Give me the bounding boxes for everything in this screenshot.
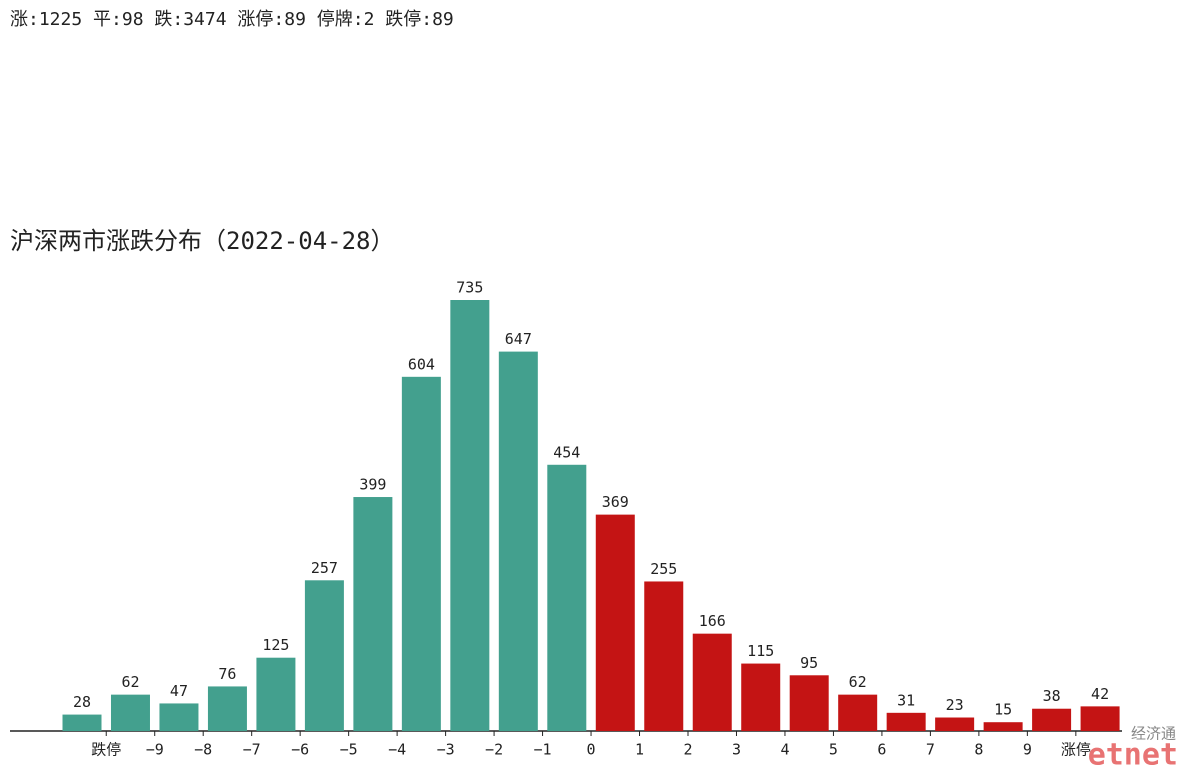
x-tick-label: −2 — [485, 741, 503, 759]
bar — [498, 351, 538, 731]
bar — [110, 694, 150, 731]
bar — [207, 686, 247, 731]
x-tick-label: 1 — [635, 741, 644, 759]
bar — [595, 514, 635, 731]
bar — [886, 712, 926, 731]
bar — [935, 717, 975, 731]
bar — [644, 581, 684, 731]
x-tick-label: −7 — [243, 741, 261, 759]
value-label: 115 — [747, 642, 774, 660]
x-tick-label: −4 — [388, 741, 406, 759]
bar — [983, 722, 1023, 731]
x-tick-label: −6 — [291, 741, 309, 759]
value-label: 369 — [602, 493, 629, 511]
bar — [547, 464, 587, 731]
x-tick-label: 涨停 — [1061, 741, 1091, 759]
value-label: 454 — [553, 443, 580, 461]
value-label: 95 — [800, 654, 818, 672]
value-label: 62 — [849, 673, 867, 691]
bar — [1032, 708, 1072, 731]
value-label: 38 — [1043, 687, 1061, 705]
x-tick-label: −8 — [194, 741, 212, 759]
summary: 涨:1225 平:98 跌:3474 涨停:89 停牌:2 跌停:89 — [10, 9, 454, 30]
x-tick-label: 跌停 — [91, 741, 121, 759]
value-label: 15 — [994, 701, 1012, 719]
x-tick-label: 9 — [1023, 741, 1032, 759]
value-label: 31 — [897, 691, 915, 709]
value-label: 76 — [218, 665, 236, 683]
x-tick-label: 5 — [829, 741, 838, 759]
x-tick-label: −9 — [146, 741, 164, 759]
bar — [789, 675, 829, 731]
watermark-bottom: etnet — [1088, 738, 1178, 770]
x-tick-label: −3 — [437, 741, 455, 759]
value-label: 255 — [650, 560, 677, 578]
x-tick-label: 8 — [974, 741, 983, 759]
value-label: 125 — [262, 636, 289, 654]
value-label: 735 — [456, 279, 483, 297]
value-label: 23 — [946, 696, 964, 714]
value-label: 166 — [699, 612, 726, 630]
value-label: 257 — [311, 559, 338, 577]
bar — [692, 633, 732, 731]
x-tick-label: 6 — [877, 741, 886, 759]
x-tick-label: 2 — [683, 741, 692, 759]
chart-title: 沪深两市涨跌分布（2022-04-28） — [10, 227, 395, 255]
bar — [62, 714, 102, 731]
bar — [450, 300, 490, 731]
bar — [741, 663, 781, 731]
x-tick-label: 3 — [732, 741, 741, 759]
value-label: 28 — [73, 693, 91, 711]
bar — [401, 376, 441, 731]
value-label: 47 — [170, 682, 188, 700]
bar — [304, 580, 344, 731]
value-label: 647 — [505, 330, 532, 348]
x-tick-label: 4 — [780, 741, 789, 759]
bar — [838, 694, 878, 731]
x-tick-label: −5 — [340, 741, 358, 759]
bar — [256, 657, 296, 731]
value-label: 604 — [408, 355, 435, 373]
value-label: 399 — [359, 476, 386, 494]
x-tick-label: −1 — [534, 741, 552, 759]
bar — [353, 497, 393, 731]
x-tick-label: 7 — [926, 741, 935, 759]
bar — [159, 703, 199, 731]
value-label: 62 — [121, 673, 139, 691]
value-label: 42 — [1091, 685, 1109, 703]
watermark-top: 经济通 — [1131, 725, 1176, 743]
bar — [1080, 706, 1120, 731]
x-tick-label: 0 — [587, 741, 596, 759]
